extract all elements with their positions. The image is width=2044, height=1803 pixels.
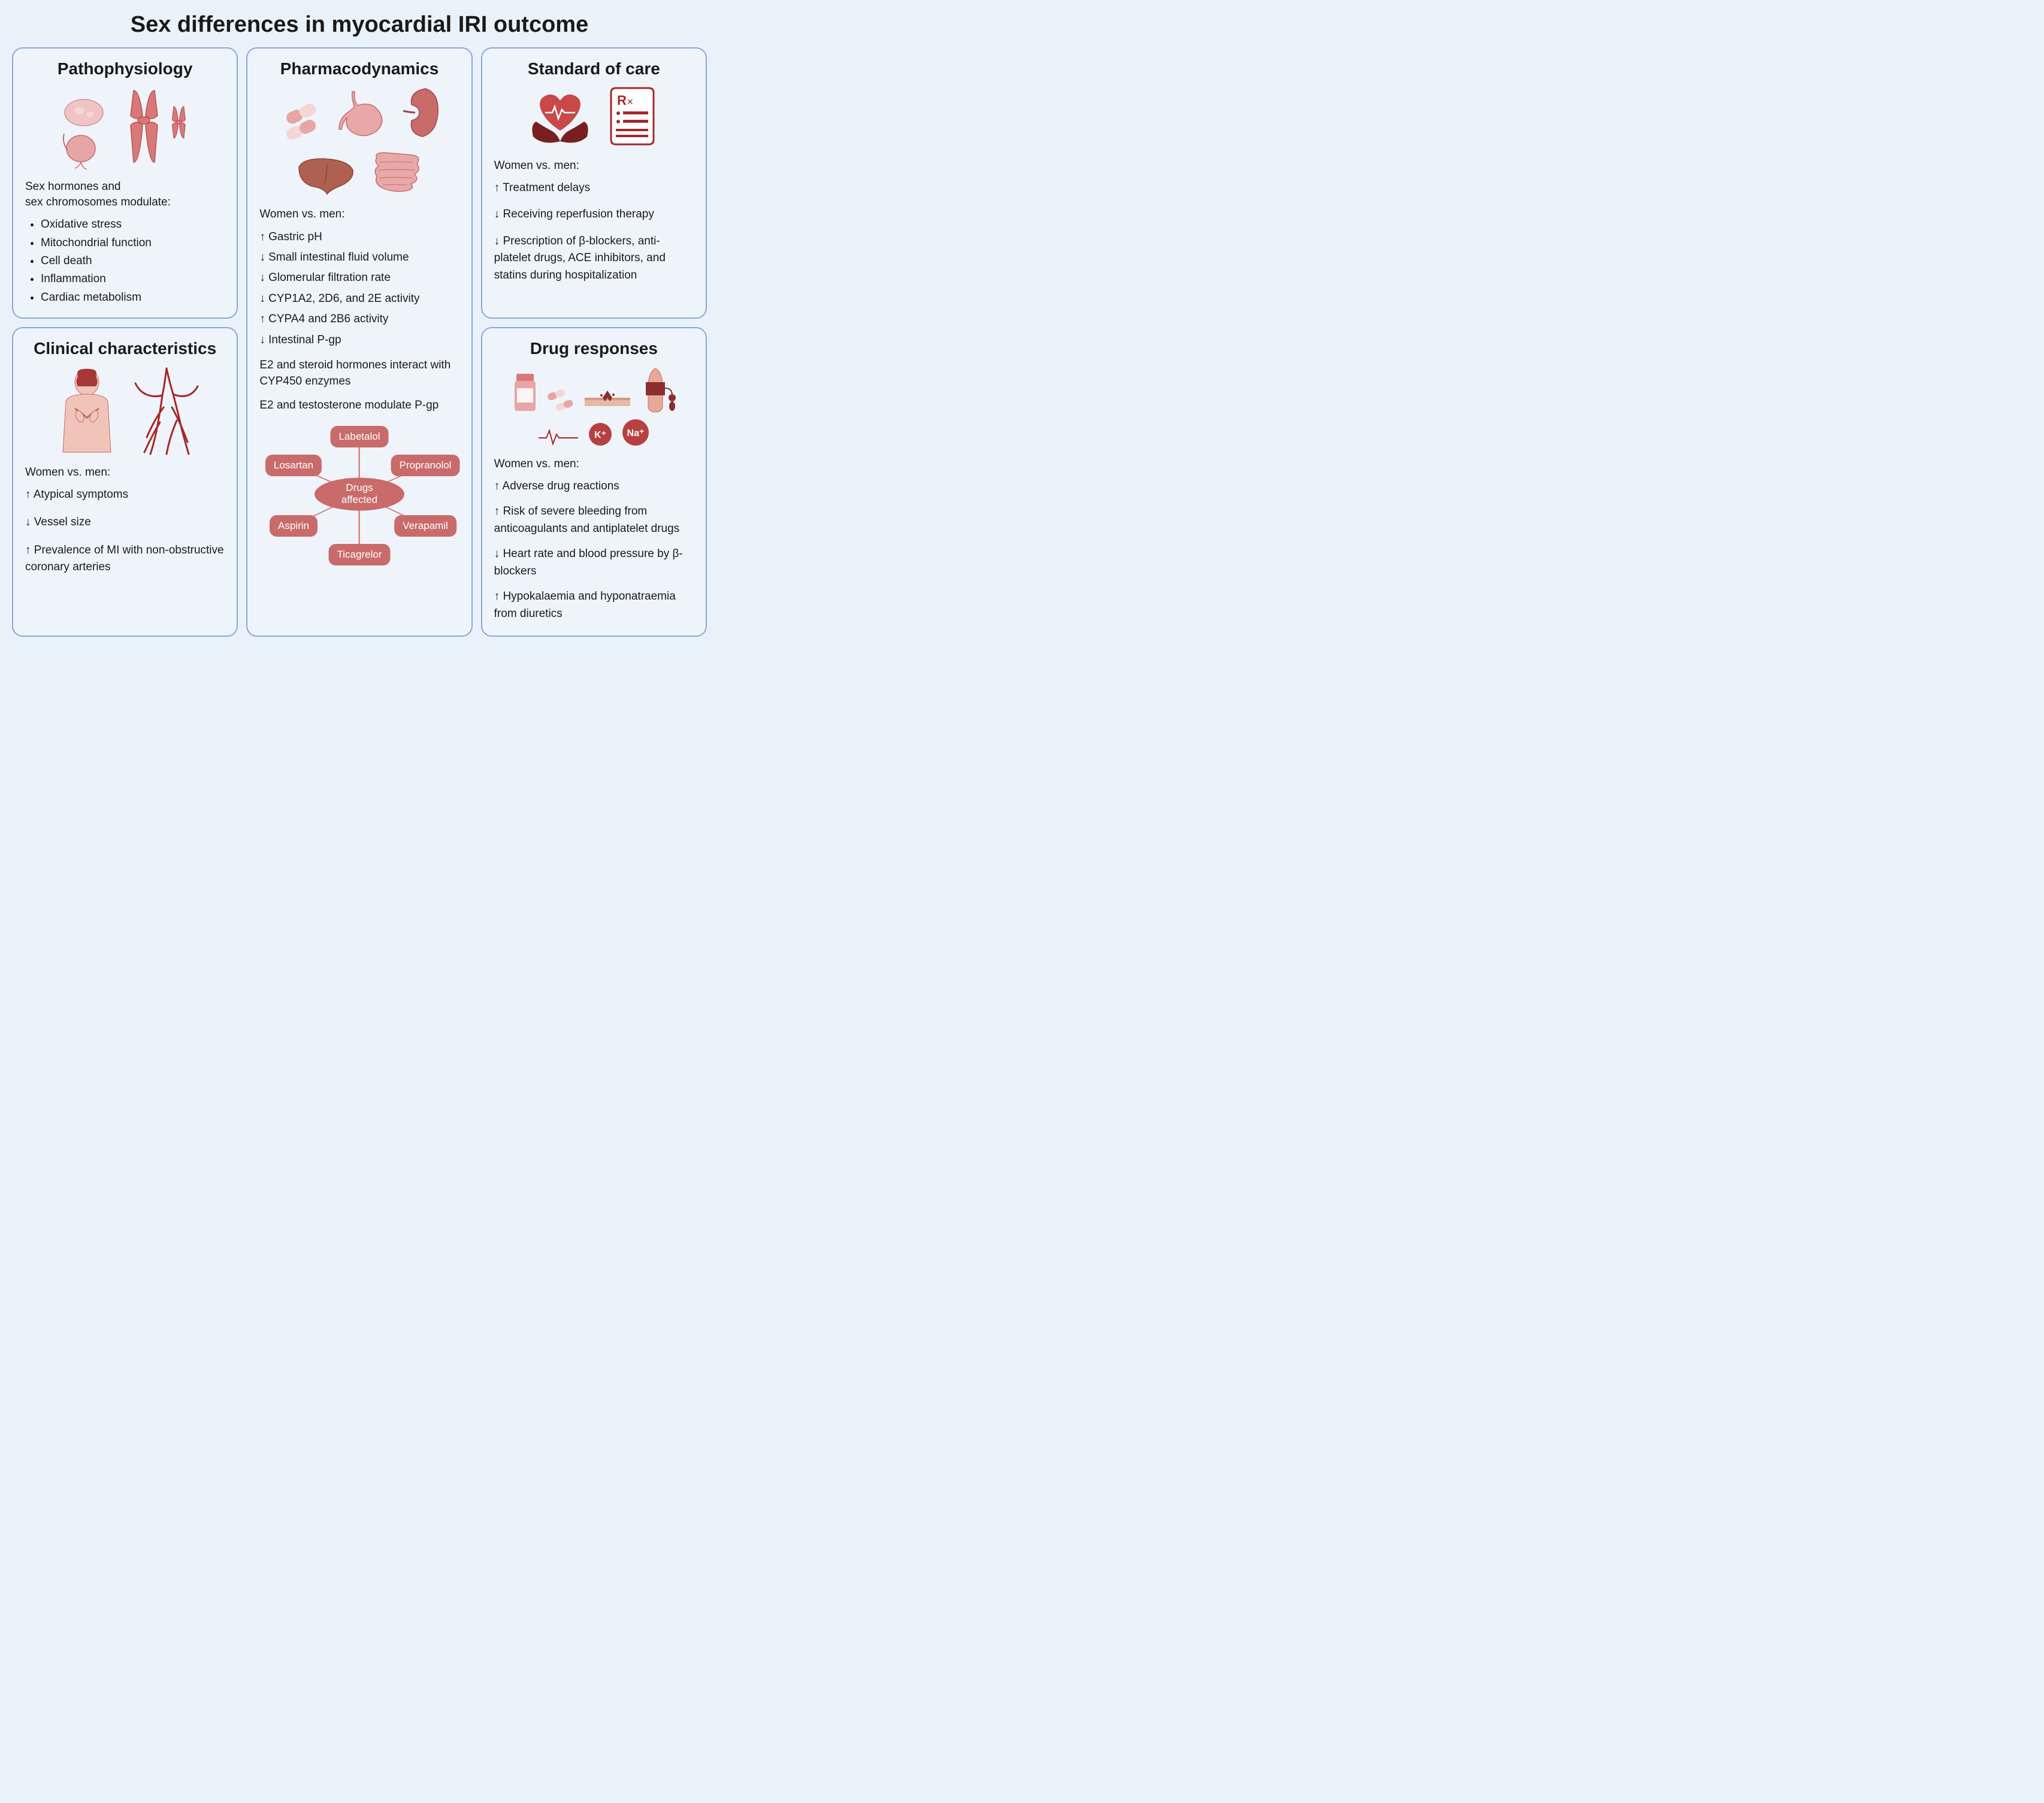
pills-icon — [545, 386, 577, 413]
arrow-list: ↑ Adverse drug reactions ↑ Risk of sever… — [494, 478, 694, 623]
panel-title: Clinical characteristics — [25, 339, 225, 358]
svg-text:K⁺: K⁺ — [594, 430, 606, 440]
list-item: Inflammation — [41, 270, 225, 288]
panel-grid: Pathophysiology — [12, 47, 707, 637]
list-item: ↑ Atypical symptoms — [25, 486, 225, 504]
ecg-icon — [537, 426, 579, 447]
bp-cuff-icon — [637, 365, 676, 413]
list-item: ↓ Receiving reperfusion therapy — [494, 206, 694, 223]
list-item: ↓ CYP1A2, 2D6, and 2E activity — [259, 290, 459, 308]
list-item: ↓ Heart rate and blood pressure by β-blo… — [494, 546, 694, 580]
paragraph: E2 and steroid hormones interact with CY… — [259, 358, 459, 389]
drug-node: Propranolol — [391, 455, 460, 476]
chromosome-icon — [122, 86, 193, 170]
list-item: ↑ CYPA4 and 2B6 activity — [259, 310, 459, 328]
subhead: Women vs. men: — [259, 207, 459, 222]
list-item: Cardiac metabolism — [41, 289, 225, 307]
intestine-icon — [368, 149, 425, 197]
icon-row — [25, 86, 225, 170]
subhead: Women vs. men: — [25, 465, 225, 480]
icon-row — [25, 365, 225, 455]
chest-pain-icon — [51, 365, 123, 455]
icon-row — [494, 365, 694, 413]
panel-drug-responses: Drug responses — [481, 327, 707, 637]
arrow-list: ↑ Gastric pH ↓ Small intestinal fluid vo… — [259, 228, 459, 349]
wound-icon — [583, 389, 631, 413]
subhead: Women vs. men: — [494, 158, 694, 174]
drug-center: Drugs affected — [315, 477, 404, 510]
panel-pathophysiology: Pathophysiology — [12, 47, 238, 319]
page-title: Sex differences in myocardial IRI outcom… — [12, 12, 707, 38]
vessel-icon — [134, 365, 199, 455]
list-item: Oxidative stress — [41, 216, 225, 234]
panel-title: Pharmacodynamics — [259, 59, 459, 78]
icon-row-bottom — [259, 149, 459, 197]
kidney-icon — [398, 86, 440, 140]
subhead: Sex hormones and sex chromosomes modulat… — [25, 179, 225, 210]
panel-title: Drug responses — [494, 339, 694, 358]
drug-node: Aspirin — [270, 515, 318, 537]
prescription-icon: R ✕ — [604, 86, 661, 149]
list-item: ↑ Risk of severe bleeding from anticoagu… — [494, 503, 694, 537]
bullet-list: Oxidative stress Mitochondrial function … — [41, 216, 225, 307]
list-item: ↑ Adverse drug reactions — [494, 478, 694, 495]
icon-row-top — [259, 86, 459, 140]
list-item: ↓ Intestinal P-gp — [259, 331, 459, 349]
heart-hands-icon — [527, 89, 593, 149]
panel-title: Pathophysiology — [25, 59, 225, 78]
liver-icon — [294, 155, 357, 197]
list-item: ↑ Hypokalaemia and hyponatraemia from di… — [494, 588, 694, 622]
icon-row: R ✕ — [494, 86, 694, 149]
potassium-ion-icon: K⁺ — [588, 422, 613, 447]
list-item: Mitochondrial function — [41, 234, 225, 252]
stomach-icon — [337, 89, 388, 140]
panel-pharmacodynamics: Pharmacodynamics — [246, 47, 472, 637]
list-item: ↑ Treatment delays — [494, 180, 694, 197]
drug-node: Verapamil — [394, 515, 456, 537]
sodium-ion-icon: Na⁺ — [621, 418, 650, 447]
drug-node: Labetalol — [330, 426, 388, 447]
list-item: ↑ Gastric pH — [259, 228, 459, 246]
drug-diagram: Drugs affected Labetalol Propranolol Ver… — [259, 422, 459, 566]
paragraph: E2 and testosterone modulate P-gp — [259, 398, 459, 414]
list-item: Cell death — [41, 252, 225, 270]
list-item: ↓ Small intestinal fluid volume — [259, 249, 459, 267]
drug-node: Ticagrelor — [329, 544, 391, 565]
drug-node: Losartan — [265, 455, 322, 476]
pill-bottle-icon — [512, 371, 539, 413]
ovary-icon — [57, 98, 111, 170]
icon-row-2: K⁺ Na⁺ — [494, 418, 694, 447]
arrow-list: ↑ Treatment delays ↓ Receiving reperfusi… — [494, 180, 694, 285]
svg-text:R: R — [617, 93, 627, 108]
svg-text:Na⁺: Na⁺ — [627, 428, 645, 438]
list-item: ↓ Prescription of β-blockers, anti-plate… — [494, 233, 694, 285]
list-item: ↑ Prevalence of MI with non-obstructive … — [25, 542, 225, 576]
list-item: ↓ Vessel size — [25, 514, 225, 531]
panel-standard-of-care: Standard of care R ✕ Women vs. men: — [481, 47, 707, 319]
subhead: Women vs. men: — [494, 456, 694, 472]
capsule-icon — [278, 98, 326, 140]
arrow-list: ↑ Atypical symptoms ↓ Vessel size ↑ Prev… — [25, 486, 225, 576]
panel-title: Standard of care — [494, 59, 694, 78]
panel-clinical: Clinical characteristics — [12, 327, 238, 637]
svg-text:✕: ✕ — [627, 97, 634, 107]
list-item: ↓ Glomerular filtration rate — [259, 269, 459, 287]
